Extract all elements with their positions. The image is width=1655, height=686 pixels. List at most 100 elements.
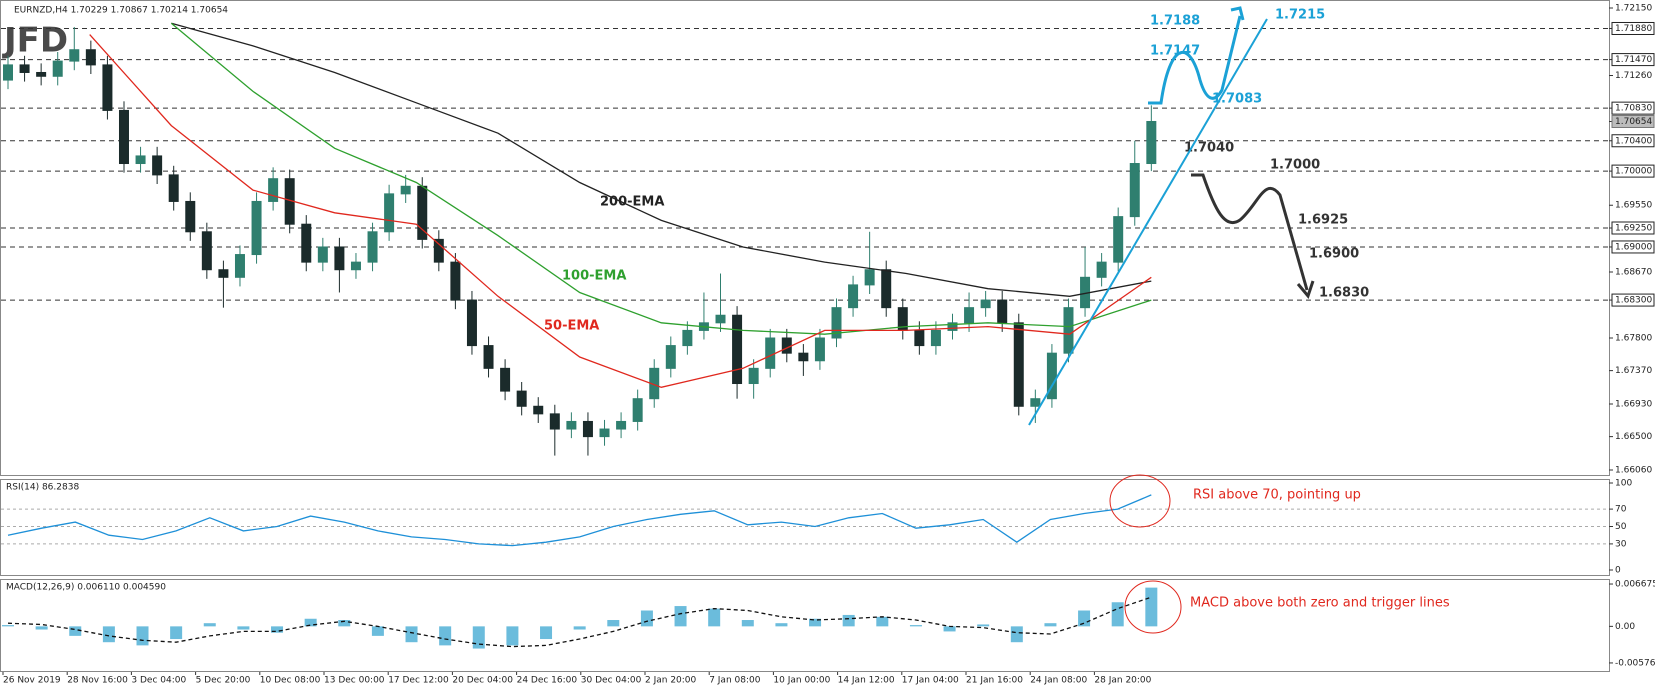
y-tick-label: 70: [1615, 505, 1627, 515]
candle-body: [781, 337, 792, 354]
y-tick-label: 50: [1615, 522, 1627, 532]
candle-body: [881, 269, 892, 309]
x-tick-label: 14 Jan 12:00: [838, 676, 895, 686]
candle-body: [682, 329, 693, 347]
candle-body: [582, 420, 593, 438]
candle-body: [964, 307, 975, 324]
macd-bar: [909, 625, 922, 627]
candle-body: [301, 223, 312, 263]
y-tick-label: 1.69000: [1615, 242, 1652, 252]
y-tick-label: 1.66060: [1615, 466, 1652, 476]
candle-body: [798, 352, 809, 362]
x-tick-label: 10 Jan 00:00: [773, 676, 830, 686]
level-tag: [1611, 134, 1655, 148]
trend-line: [1028, 18, 1268, 426]
candle-body: [483, 345, 494, 369]
candle-body: [665, 345, 676, 369]
macd-bar: [371, 626, 384, 636]
x-tick-label: 30 Dec 04:00: [581, 676, 642, 686]
macd-header: MACD(12,26,9) 0.006110 0.004590: [6, 583, 166, 593]
candle-body: [317, 246, 328, 263]
y-tick-label: 1.66500: [1615, 432, 1652, 442]
x-tick-label: 17 Dec 12:00: [388, 676, 449, 686]
ema-label: 200-EMA: [600, 195, 664, 210]
candle-body: [566, 420, 577, 430]
level-tag: [1611, 240, 1655, 254]
macd-bar: [136, 626, 149, 646]
y-tick-label: 0.00: [1615, 622, 1635, 632]
y-tick-label: 1.70400: [1615, 136, 1652, 146]
y-tick-label: 1.70000: [1615, 167, 1652, 177]
macd-bar: [170, 626, 183, 640]
macd-bar: [741, 620, 754, 627]
macd-bar: [69, 626, 82, 636]
candle-body: [334, 246, 345, 271]
y-tick-label: 1.71260: [1615, 71, 1652, 81]
candle-body: [500, 367, 511, 392]
candle-body: [85, 49, 96, 66]
candle-body: [516, 390, 527, 407]
candle-body: [384, 193, 395, 233]
candle-body: [1063, 307, 1074, 354]
candle-body: [234, 254, 245, 278]
candle-body: [19, 64, 30, 73]
macd-bar: [271, 626, 284, 633]
x-tick-label: 2 Jan 20:00: [645, 676, 697, 686]
candle-body: [1046, 352, 1057, 400]
candle-body: [400, 185, 411, 195]
candle-body: [632, 398, 643, 422]
bullish-arrow: [1230, 6, 1245, 21]
y-tick-label: 1.66930: [1615, 400, 1652, 410]
bullish-path: [1148, 15, 1242, 105]
y-tick-label: -0.005768: [1615, 658, 1655, 668]
candle-body: [466, 299, 477, 347]
macd-bar: [35, 626, 48, 630]
candle-body: [864, 269, 875, 286]
x-tick-label: 26 Nov 2019: [3, 676, 61, 686]
macd-bar: [2, 625, 14, 627]
y-tick-label: 1.67800: [1615, 334, 1652, 344]
candle-body: [549, 413, 560, 430]
x-tick-label: 17 Jan 04:00: [902, 676, 959, 686]
x-tick-label: 24 Dec 16:00: [517, 676, 578, 686]
candle-body: [152, 155, 163, 176]
ema-label: 100-EMA: [562, 269, 626, 284]
price-frame: [0, 0, 1610, 476]
macd-bar: [607, 620, 620, 627]
candle-body: [218, 269, 229, 278]
candle-body: [450, 261, 461, 301]
candle-body: [848, 284, 859, 309]
level-annotation: 1.6925: [1298, 213, 1348, 228]
y-tick-label: 1.70830: [1615, 104, 1652, 114]
y-tick-label: 1.67370: [1615, 366, 1652, 376]
x-tick-label: 20 Dec 04:00: [452, 676, 513, 686]
level-tag: [1611, 101, 1655, 115]
price-panel: 1.72150 1.71880 1.71470 1.71260 1.70830 1.706…: [1, 4, 1655, 476]
macd-bar: [876, 616, 889, 627]
ema-line: [171, 22, 1152, 297]
candle-body: [732, 314, 743, 385]
candle-body: [748, 367, 759, 385]
projections: [1028, 6, 1315, 426]
macd-bar: [237, 626, 250, 630]
macd-bar: [1044, 623, 1057, 627]
level-tag: [1611, 293, 1655, 307]
candle-body: [997, 299, 1008, 324]
level-annotation: 1.6830: [1319, 286, 1369, 301]
x-tick-label: 10 Dec 08:00: [260, 676, 321, 686]
macd-bar: [472, 626, 485, 649]
price-header: EURNZD,H4 1.70229 1.70867 1.70214 1.7065…: [14, 6, 228, 16]
candle-body: [433, 238, 444, 263]
signal-line: [7, 596, 1152, 648]
candle-body: [1096, 261, 1107, 278]
x-tick-label: 13 Dec 00:00: [324, 676, 385, 686]
y-tick-label: 1.71470: [1615, 55, 1652, 65]
candle-body: [168, 174, 179, 202]
macd-bar: [708, 608, 721, 627]
y-tick-label: 0.006675: [1615, 580, 1655, 590]
candle-body: [1113, 216, 1124, 263]
candle-body: [201, 231, 212, 271]
candle-body: [350, 261, 361, 271]
y-tick-label: 1.69250: [1615, 224, 1652, 234]
candle-body: [251, 200, 262, 256]
